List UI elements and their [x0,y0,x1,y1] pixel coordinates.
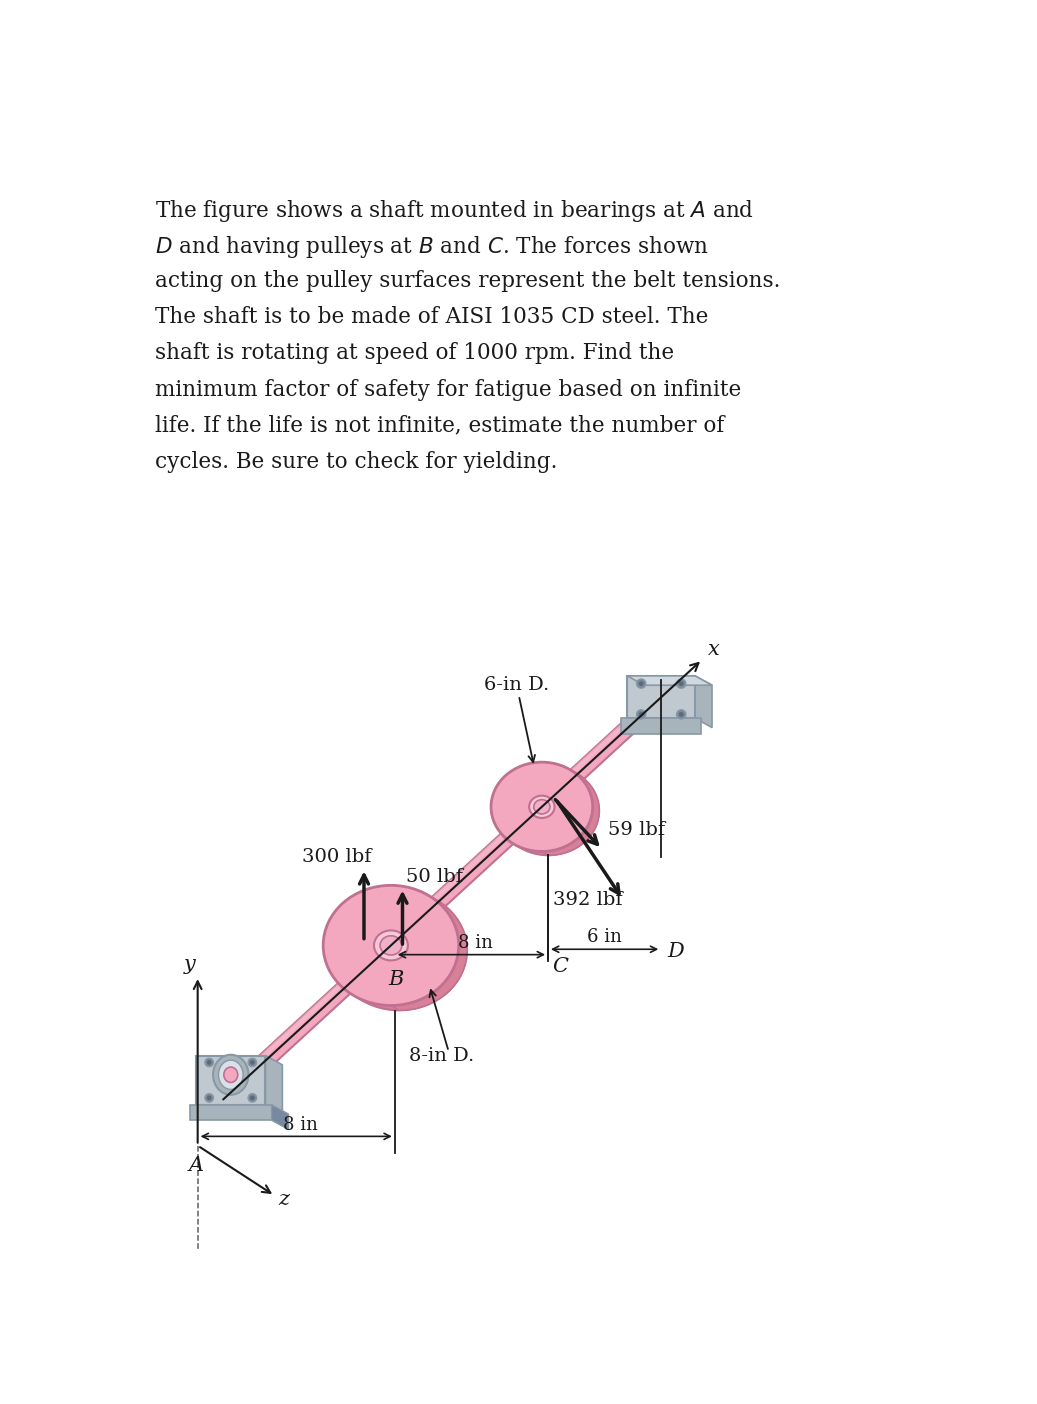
Text: The shaft is to be made of AISI 1035 CD steel. The: The shaft is to be made of AISI 1035 CD … [156,306,708,329]
Polygon shape [542,762,599,855]
Ellipse shape [374,931,408,960]
Ellipse shape [637,710,646,719]
Ellipse shape [219,1060,243,1090]
Text: 6 in: 6 in [587,928,622,945]
Text: 8 in: 8 in [283,1116,317,1134]
Text: life. If the life is not infinite, estimate the number of: life. If the life is not infinite, estim… [156,414,725,437]
Text: C: C [552,958,568,976]
Ellipse shape [250,1060,255,1064]
Ellipse shape [534,800,550,814]
Text: 6-in D.: 6-in D. [484,675,550,694]
Polygon shape [391,886,467,1011]
Text: y: y [184,955,196,974]
Ellipse shape [207,1060,212,1064]
Ellipse shape [248,1094,256,1102]
Ellipse shape [679,681,683,687]
Ellipse shape [498,767,599,855]
Ellipse shape [639,712,644,716]
Ellipse shape [676,680,685,688]
Text: 392 lbf: 392 lbf [554,892,623,910]
Text: acting on the pulley surfaces represent the belt tensions.: acting on the pulley surfaces represent … [156,270,781,292]
Text: A: A [189,1155,203,1175]
Text: minimum factor of safety for fatigue based on infinite: minimum factor of safety for fatigue bas… [156,379,741,400]
Text: 300 lbf: 300 lbf [303,848,372,866]
Text: D: D [668,942,684,960]
Ellipse shape [492,762,593,851]
Ellipse shape [679,712,683,716]
Text: $\mathit{D}$ and having pulleys at $\mathit{B}$ and $\mathit{C}$. The forces sho: $\mathit{D}$ and having pulleys at $\mat… [156,234,709,260]
Ellipse shape [381,936,401,955]
Ellipse shape [205,1094,214,1102]
Text: 59 lbf: 59 lbf [608,821,665,840]
Polygon shape [240,692,655,1095]
Polygon shape [272,1105,288,1129]
Text: cycles. Be sure to check for yielding.: cycles. Be sure to check for yielding. [156,451,558,473]
Text: x: x [708,640,720,658]
Polygon shape [196,1056,265,1105]
Text: 8-in D.: 8-in D. [409,1047,474,1064]
Ellipse shape [207,1095,212,1101]
Text: The figure shows a shaft mounted in bearings at $\mathit{A}$ and: The figure shows a shaft mounted in bear… [156,198,754,223]
Polygon shape [265,1056,282,1115]
Text: shaft is rotating at speed of 1000 rpm. Find the: shaft is rotating at speed of 1000 rpm. … [156,343,674,365]
Polygon shape [695,675,712,727]
Ellipse shape [637,680,646,688]
Ellipse shape [248,1059,256,1067]
Ellipse shape [676,710,685,719]
Ellipse shape [213,1054,249,1095]
Ellipse shape [224,1067,237,1082]
Text: z: z [279,1191,289,1209]
Polygon shape [240,692,655,1081]
Ellipse shape [324,886,458,1005]
Polygon shape [190,1105,272,1120]
Ellipse shape [332,890,467,1011]
Polygon shape [627,675,712,685]
Text: 50 lbf: 50 lbf [407,868,464,886]
Text: 8 in: 8 in [457,935,493,952]
Polygon shape [627,675,695,719]
Ellipse shape [639,681,644,687]
Polygon shape [621,719,701,734]
Ellipse shape [529,796,555,819]
Ellipse shape [205,1059,214,1067]
Ellipse shape [250,1095,255,1101]
Text: B: B [389,970,404,990]
